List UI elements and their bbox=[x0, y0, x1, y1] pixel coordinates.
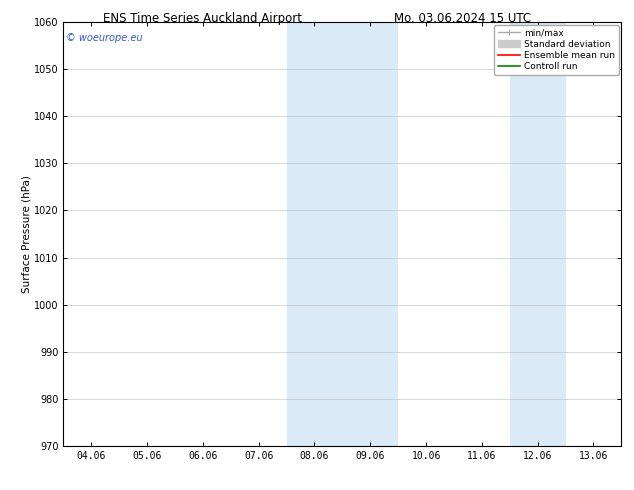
Text: ENS Time Series Auckland Airport: ENS Time Series Auckland Airport bbox=[103, 12, 302, 25]
Text: © woeurope.eu: © woeurope.eu bbox=[66, 33, 143, 43]
Legend: min/max, Standard deviation, Ensemble mean run, Controll run: min/max, Standard deviation, Ensemble me… bbox=[495, 25, 619, 75]
Bar bbox=[510, 22, 566, 446]
Text: Mo. 03.06.2024 15 UTC: Mo. 03.06.2024 15 UTC bbox=[394, 12, 531, 25]
Y-axis label: Surface Pressure (hPa): Surface Pressure (hPa) bbox=[21, 175, 31, 293]
Bar bbox=[287, 22, 398, 446]
